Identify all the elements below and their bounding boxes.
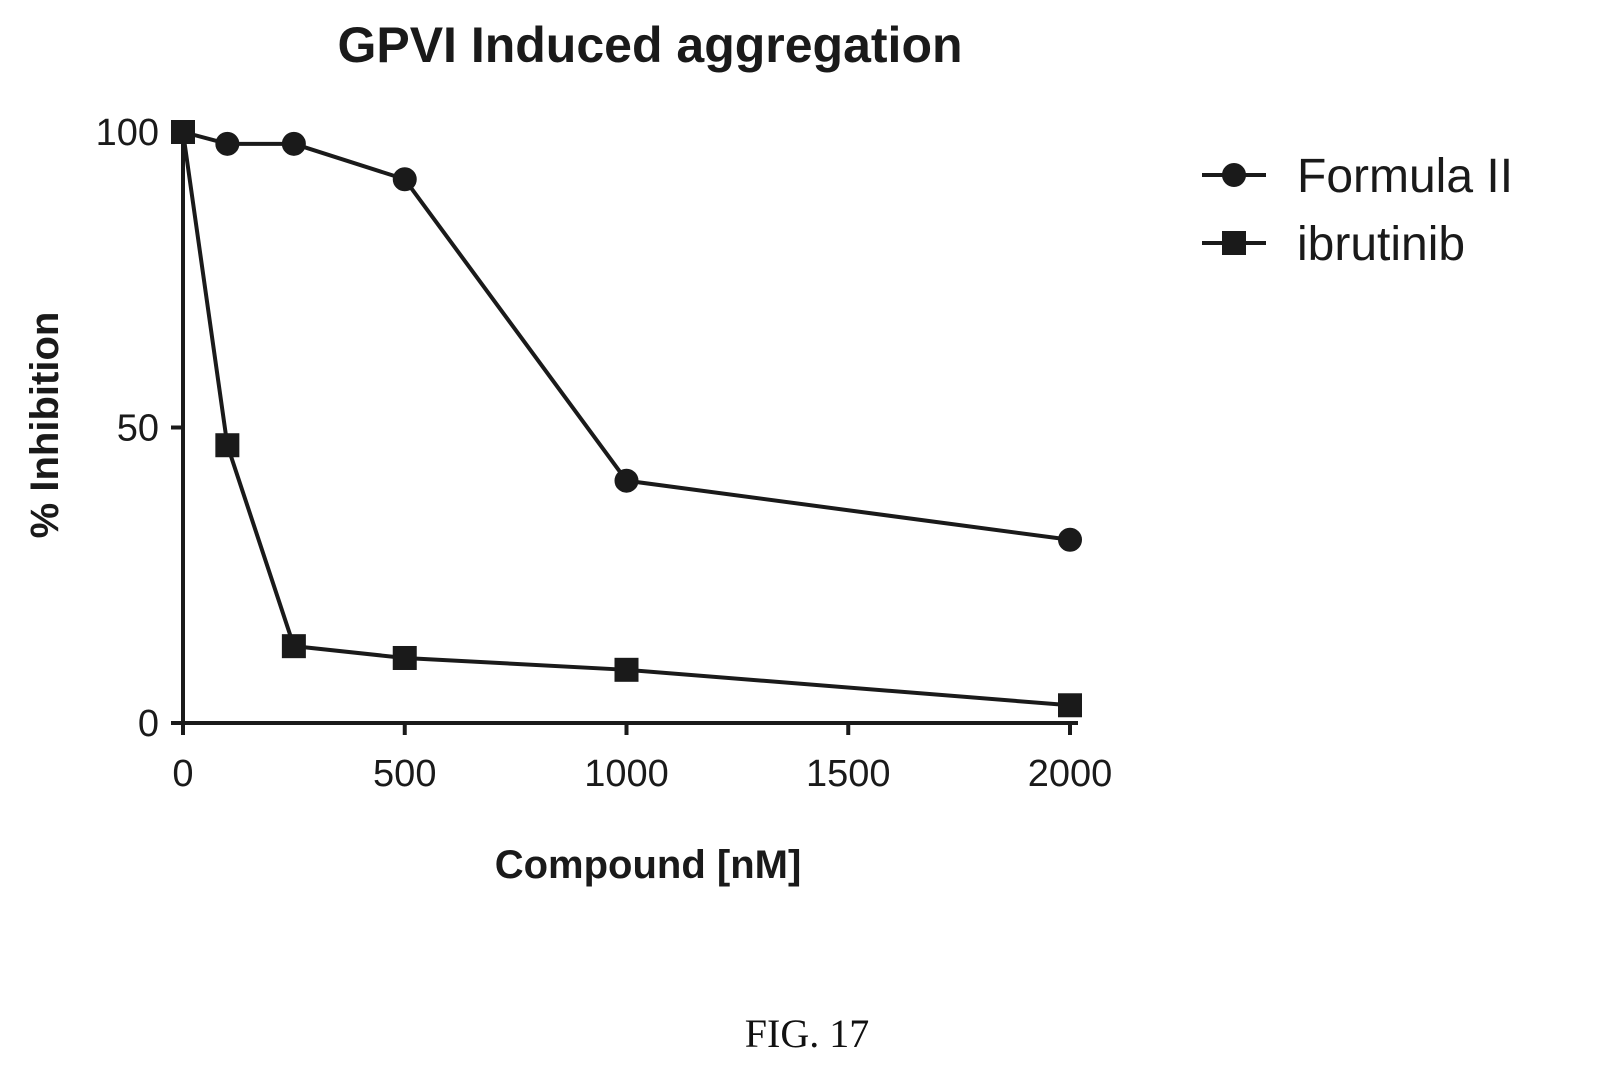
x-tick-label: 1000 xyxy=(584,753,669,795)
data-point-formula-ii xyxy=(614,468,639,493)
x-axis-label: Compound [nM] xyxy=(495,843,802,887)
data-point-ibrutinib xyxy=(281,634,306,659)
data-point-formula-ii xyxy=(281,131,306,156)
x-tick-label: 500 xyxy=(373,753,436,795)
data-point-ibrutinib xyxy=(392,645,417,670)
x-tick-label: 1500 xyxy=(806,753,891,795)
series-line-ibrutinib xyxy=(181,131,1071,708)
legend-marker-ibrutinib xyxy=(1222,231,1246,255)
legend-label: Formula II xyxy=(1297,150,1513,203)
data-point-ibrutinib xyxy=(215,433,240,458)
data-point-formula-ii xyxy=(1058,527,1082,552)
x-tick-label: 2000 xyxy=(1028,753,1113,795)
legend-item-ibrutinib: ibrutinib xyxy=(1202,218,1465,271)
data-point-formula-ii xyxy=(215,131,240,156)
x-tick-label: 0 xyxy=(172,753,193,795)
legend-item-formula-ii: Formula II xyxy=(1202,150,1513,203)
chart-legend: Formula II ibrutinib xyxy=(1202,150,1513,271)
y-axis-label: % Inhibition xyxy=(23,312,67,539)
legend-marker-formula-ii xyxy=(1222,163,1246,187)
y-tick-label: 50 xyxy=(117,408,159,450)
y-tick-label: 0 xyxy=(138,703,159,745)
legend-label: ibrutinib xyxy=(1297,218,1465,271)
data-point-ibrutinib xyxy=(171,120,195,144)
data-point-ibrutinib xyxy=(1058,693,1082,718)
chart-series xyxy=(171,120,1082,718)
figure-caption: FIG. 17 xyxy=(744,1011,870,1056)
chart-title: GPVI Induced aggregation xyxy=(337,17,962,73)
data-point-ibrutinib xyxy=(614,657,639,682)
data-point-formula-ii xyxy=(392,167,417,192)
series-ibrutinib xyxy=(171,120,1082,718)
chart-axes: 0 500 1000 1500 2000 0 50 100 xyxy=(96,112,1113,795)
series-formula-ii xyxy=(171,120,1082,552)
y-tick-label: 100 xyxy=(96,112,159,154)
